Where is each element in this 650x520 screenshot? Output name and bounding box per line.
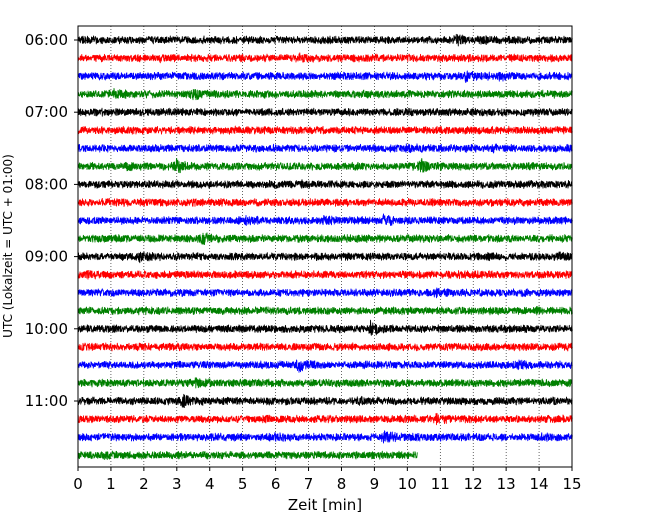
trace-layer bbox=[77, 33, 573, 461]
seismic-trace bbox=[77, 125, 573, 135]
x-tick-label: 3 bbox=[172, 475, 182, 493]
seismic-trace bbox=[77, 157, 573, 174]
y-tick-label: 07:00 bbox=[25, 103, 68, 121]
plot-frame bbox=[77, 25, 573, 468]
x-tick-label: 8 bbox=[337, 475, 347, 493]
x-tick-label: 7 bbox=[304, 475, 314, 493]
x-tick-label: 10 bbox=[398, 475, 417, 493]
x-tick-label: 1 bbox=[106, 475, 116, 493]
seismic-trace bbox=[77, 342, 573, 352]
seismic-trace bbox=[77, 377, 573, 389]
seismic-trace bbox=[77, 412, 573, 426]
seismic-trace bbox=[77, 251, 573, 264]
seismic-trace bbox=[77, 70, 573, 84]
seismic-trace bbox=[77, 270, 573, 280]
seismic-trace bbox=[77, 232, 573, 246]
y-tick-label: 09:00 bbox=[25, 248, 68, 266]
seismic-trace bbox=[77, 33, 573, 47]
y-axis-label: UTC (Lokalzeit = UTC + 01:00) bbox=[1, 154, 15, 338]
x-tick-label: 11 bbox=[431, 475, 450, 493]
seismic-trace bbox=[77, 197, 573, 207]
seismic-trace bbox=[77, 213, 573, 226]
seismic-trace bbox=[77, 143, 573, 154]
x-tick-label: 4 bbox=[205, 475, 215, 493]
seismic-trace bbox=[77, 450, 418, 461]
seismic-trace bbox=[77, 319, 573, 336]
y-tick-label: 08:00 bbox=[25, 175, 68, 193]
seismic-trace bbox=[77, 306, 573, 316]
tick-layer: 0 1 2 3 4 5 6 7 8 9 10 11 12 13 14 1506:0007:0008:0009:… bbox=[25, 31, 582, 493]
x-tick-label: 13 bbox=[497, 475, 516, 493]
x-tick-label: 2 bbox=[139, 475, 149, 493]
x-tick-label: 0 bbox=[73, 475, 83, 493]
y-tick-label: 10:00 bbox=[25, 320, 68, 338]
seismic-trace bbox=[77, 287, 573, 299]
x-tick-label: 5 bbox=[238, 475, 248, 493]
x-tick-label: 15 bbox=[562, 475, 581, 493]
x-tick-label: 14 bbox=[530, 475, 549, 493]
seismic-trace bbox=[77, 88, 573, 101]
seismic-trace bbox=[77, 52, 573, 64]
y-tick-label: 11:00 bbox=[25, 392, 68, 410]
y-tick-label: 06:00 bbox=[25, 31, 68, 49]
x-tick-label: 9 bbox=[370, 475, 380, 493]
seismic-trace bbox=[77, 393, 573, 409]
seismic-trace bbox=[77, 359, 573, 373]
seismic-trace bbox=[77, 179, 573, 189]
seismic-trace bbox=[77, 430, 573, 444]
x-axis-label: Zeit [min] bbox=[288, 496, 362, 514]
seismic-trace bbox=[77, 107, 573, 117]
x-tick-label: 12 bbox=[464, 475, 483, 493]
x-tick-label: 6 bbox=[271, 475, 281, 493]
